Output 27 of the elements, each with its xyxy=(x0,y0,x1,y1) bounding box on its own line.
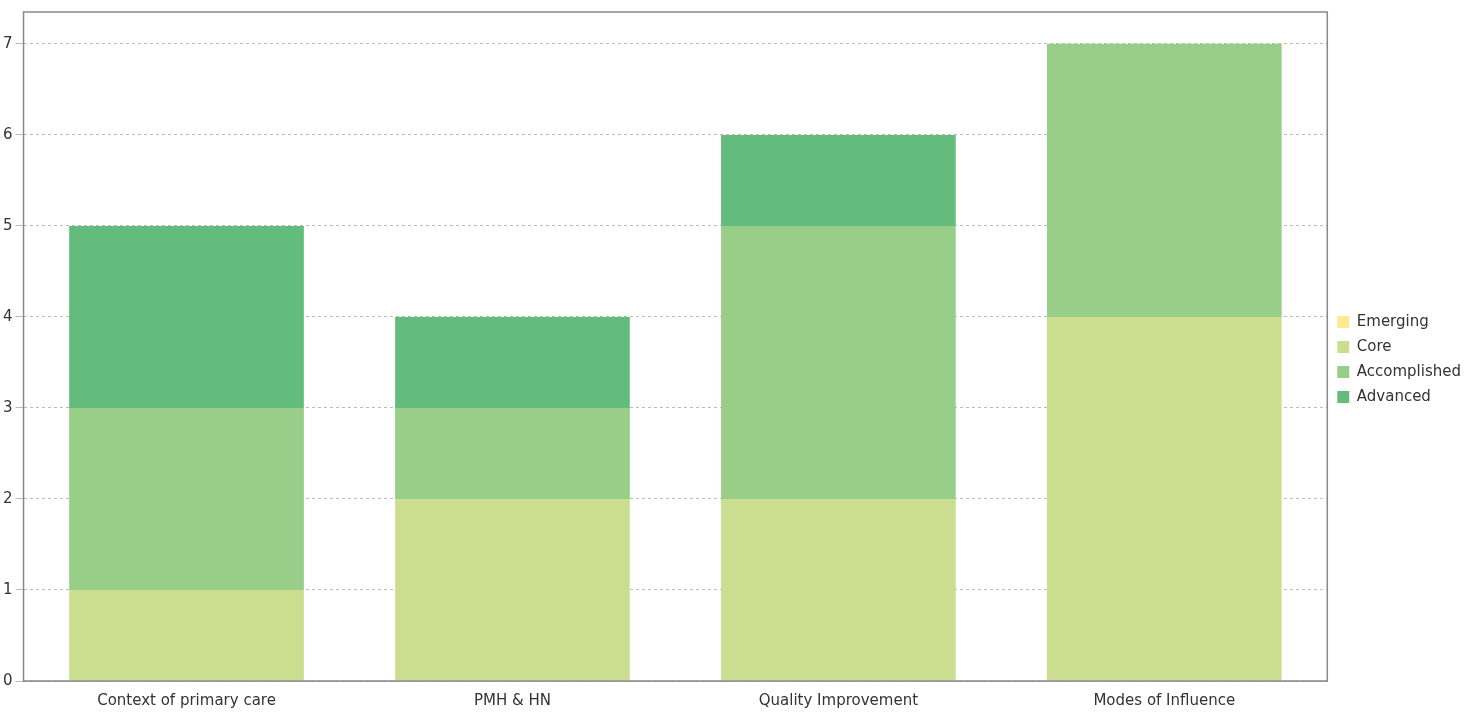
x-tick-label: Context of primary care xyxy=(97,690,276,709)
y-tick-label: 1 xyxy=(3,579,13,598)
x-tick-label: Quality Improvement xyxy=(758,690,919,709)
y-tick-label: 3 xyxy=(3,397,13,416)
bar xyxy=(1046,43,1282,317)
y-tick-label: 2 xyxy=(3,488,13,507)
y-tick-label: 5 xyxy=(3,215,13,234)
bar xyxy=(721,498,956,681)
bar xyxy=(69,225,304,408)
bar xyxy=(395,407,630,499)
bar xyxy=(395,498,630,681)
y-tick-label: 7 xyxy=(3,33,13,52)
bar xyxy=(721,225,956,499)
bar xyxy=(69,589,304,681)
bar xyxy=(395,316,630,408)
bar xyxy=(69,407,304,590)
bar xyxy=(721,134,956,226)
bar xyxy=(1046,316,1282,681)
x-tick-label: Modes of Influence xyxy=(1093,690,1236,709)
y-tick-label: 4 xyxy=(3,306,13,325)
legend-label: Accomplished xyxy=(1356,361,1462,380)
x-tick-label: PMH & HN xyxy=(473,690,551,709)
legend-label: Advanced xyxy=(1356,386,1431,405)
legend-label: Emerging xyxy=(1356,311,1429,330)
y-tick-label: 0 xyxy=(3,670,13,689)
legend-label: Core xyxy=(1356,336,1392,355)
y-tick-label: 6 xyxy=(3,124,13,143)
